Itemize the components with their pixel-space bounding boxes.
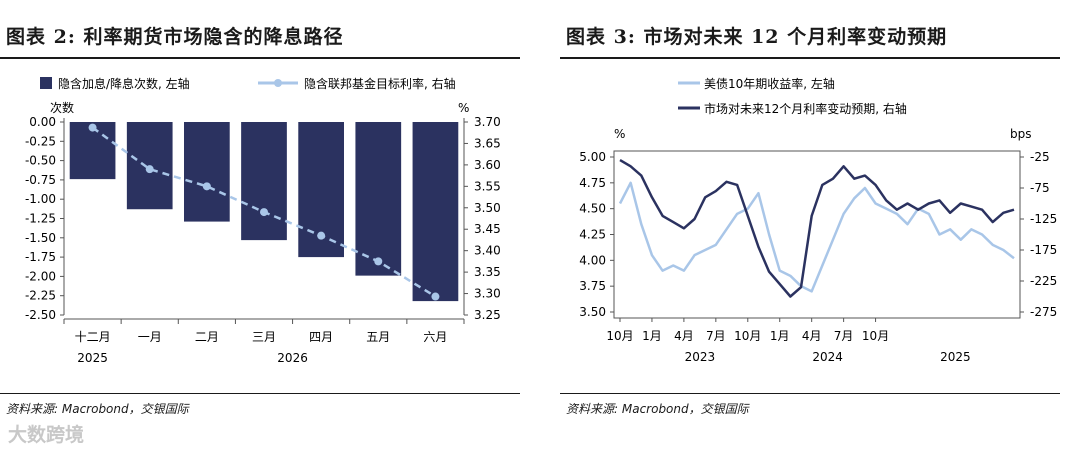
- right-ytick-label: 3.40: [474, 244, 501, 258]
- xtick-label: 10月: [862, 329, 889, 343]
- left-source-rule: [0, 393, 520, 394]
- xtick-label: 1月: [642, 329, 662, 343]
- xtick-label: 一月: [138, 330, 162, 344]
- right-source-note: 资料来源: Macrobond，交银国际: [566, 402, 749, 416]
- left-ytick-label: 3.75: [579, 279, 606, 293]
- rate-expectation-line: [619, 159, 1015, 298]
- right-chart: 美债10年期收益率, 左轴 市场对未来12个月利率变动预期, 右轴 % bps …: [579, 76, 1057, 364]
- rate-point: [145, 165, 154, 174]
- legend-line-marker: [274, 79, 282, 87]
- right-ytick-label: 3.50: [474, 201, 501, 215]
- left-ytick-label: -1.50: [25, 231, 56, 245]
- right-ytick-label: 3.30: [474, 287, 501, 301]
- year-label: 2026: [277, 351, 308, 365]
- xtick-label: 10月: [606, 329, 633, 343]
- bar: [241, 122, 287, 241]
- right-ytick-label: 3.55: [474, 179, 501, 193]
- right-ytick-label: -25: [1030, 150, 1050, 164]
- right-yaxis-unit: %: [458, 101, 469, 115]
- legend-bar-swatch: [40, 77, 52, 89]
- xtick-label: 十二月: [75, 330, 111, 344]
- year-label: 2024: [812, 350, 843, 364]
- left-yaxis-unit: 次数: [50, 100, 74, 115]
- left-source-note: 资料来源: Macrobond，交银国际: [6, 402, 189, 416]
- left-ytick-label: -1.25: [25, 212, 56, 226]
- rate-point: [374, 257, 383, 266]
- left-ytick-label: -0.50: [25, 154, 56, 168]
- xtick-label: 五月: [366, 330, 390, 344]
- plot-frame: [613, 150, 1021, 319]
- left-ytick-label: -2.50: [25, 308, 56, 322]
- right-ytick-label: -225: [1030, 274, 1057, 288]
- legend-treasury-label: 美债10年期收益率, 左轴: [704, 76, 835, 91]
- right-ytick-label: 3.45: [474, 222, 501, 236]
- left-ytick-label: 5.00: [579, 150, 606, 164]
- legend-expectation-label: 市场对未来12个月利率变动预期, 右轴: [704, 101, 907, 116]
- xtick-label: 二月: [195, 330, 219, 344]
- right-ytick-label: 3.70: [474, 115, 501, 129]
- left-ytick-label: 3.50: [579, 305, 606, 319]
- left-ytick-label: -1.00: [25, 192, 56, 206]
- rate-point: [88, 123, 97, 132]
- left-ytick-label: 4.00: [579, 253, 606, 267]
- left-ytick-label: -0.25: [25, 134, 56, 148]
- left-ytick-label: -1.75: [25, 250, 56, 264]
- xtick-label: 4月: [674, 329, 694, 343]
- right-ytick-label: -275: [1030, 305, 1057, 319]
- left-ytick-label: 4.75: [579, 176, 606, 190]
- xtick-label: 7月: [706, 329, 726, 343]
- right-source-rule: [560, 393, 1060, 394]
- year-label: 2025: [77, 351, 108, 365]
- xtick-label: 六月: [423, 330, 447, 344]
- treasury-yield-line: [618, 181, 1015, 293]
- left-title-rule: [0, 57, 520, 59]
- left-ytick-label: 4.25: [579, 228, 606, 242]
- left-yaxis-unit: %: [614, 127, 625, 141]
- left-ytick-label: -2.00: [25, 269, 56, 283]
- xtick-label: 4月: [802, 329, 822, 343]
- rate-point: [202, 182, 211, 191]
- left-ytick-label: 0.00: [29, 115, 56, 129]
- legend-line-label: 隐含联邦基金目标利率, 右轴: [304, 76, 456, 91]
- watermark: 大数跨境: [8, 424, 85, 446]
- right-yaxis-unit: bps: [1010, 127, 1032, 141]
- bar: [184, 122, 230, 222]
- xtick-label: 四月: [309, 330, 333, 344]
- year-label: 2025: [940, 350, 971, 364]
- right-ytick-label: 3.25: [474, 308, 501, 322]
- legend-bar-label: 隐含加息/降息次数, 左轴: [58, 76, 190, 91]
- left-panel: 图表 2: 利率期货市场隐含的降息路径 隐含加息/降息次数, 左轴 隐含联邦基金…: [0, 0, 530, 452]
- rate-point: [317, 231, 326, 240]
- right-ytick-label: -75: [1030, 181, 1050, 195]
- right-ytick-label: 3.65: [474, 136, 501, 150]
- left-chart: 隐含加息/降息次数, 左轴 隐含联邦基金目标利率, 右轴 次数 % 0.00 -0…: [25, 76, 501, 365]
- right-ytick-label: 3.60: [474, 158, 501, 172]
- left-ytick-label: -2.25: [25, 289, 56, 303]
- xtick-label: 三月: [252, 330, 276, 344]
- right-figure-title: 图表 3: 市场对未来 12 个月利率变动预期: [566, 26, 948, 48]
- bar: [355, 122, 402, 276]
- xtick-label: 1月: [770, 329, 790, 343]
- xtick-label: 7月: [834, 329, 854, 343]
- right-title-rule: [560, 57, 1060, 59]
- rate-point: [431, 292, 440, 301]
- right-ytick-label: -175: [1030, 243, 1057, 257]
- bar: [412, 122, 459, 302]
- right-ytick-label: -125: [1030, 212, 1057, 226]
- right-ytick-label: 3.35: [474, 265, 501, 279]
- left-figure-title: 图表 2: 利率期货市场隐含的降息路径: [6, 26, 344, 48]
- left-ytick-label: 4.50: [579, 202, 606, 216]
- rate-point: [260, 208, 268, 217]
- right-panel: 图表 3: 市场对未来 12 个月利率变动预期 美债10年期收益率, 左轴 市场…: [560, 0, 1080, 452]
- year-label: 2023: [685, 350, 716, 364]
- xtick-label: 10月: [734, 329, 761, 343]
- left-ytick-label: -0.75: [25, 173, 56, 187]
